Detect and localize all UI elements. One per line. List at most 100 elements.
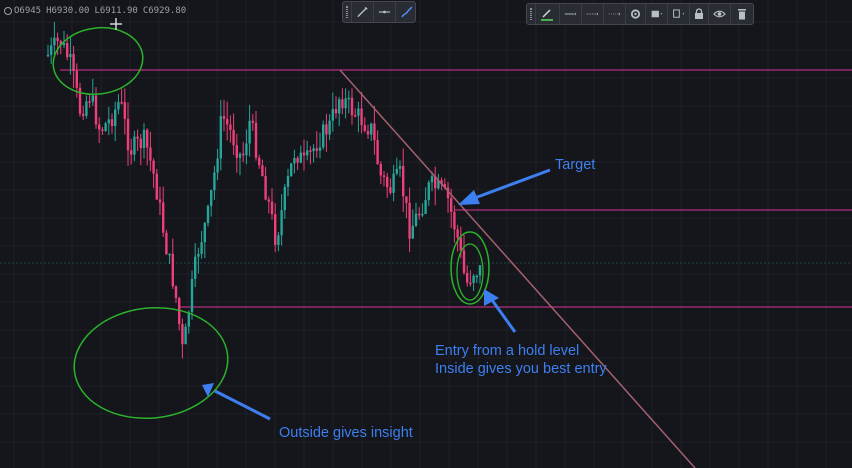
ohlc-high: H6930.00 xyxy=(46,6,90,16)
candle-body xyxy=(280,210,283,236)
candle-body xyxy=(274,214,277,245)
lock-icon[interactable] xyxy=(690,4,710,24)
candle-body xyxy=(216,158,219,173)
candle-body xyxy=(453,211,456,230)
candle-body xyxy=(318,147,322,151)
candle-body xyxy=(181,323,184,345)
candle-body xyxy=(226,119,229,125)
candle-body xyxy=(203,223,206,243)
entry-arrow[interactable] xyxy=(484,289,517,333)
ohlc-readout: O6945 H6930.00 L6911.90 C6929.80 xyxy=(4,6,191,16)
delete-icon[interactable] xyxy=(731,4,753,24)
candle-body xyxy=(386,176,389,188)
candle-body xyxy=(446,187,450,199)
pencil-icon[interactable] xyxy=(536,4,560,24)
mouse-cursor-icon xyxy=(110,18,122,30)
candle-body xyxy=(136,136,139,139)
candle-body xyxy=(434,176,437,189)
candle-body xyxy=(238,153,242,158)
drawing-toolbar-left xyxy=(342,1,416,23)
series-visibility-icon[interactable] xyxy=(4,6,12,15)
candle-body xyxy=(222,116,226,119)
candle-body xyxy=(370,123,373,135)
candle-body xyxy=(315,148,318,151)
candle-body xyxy=(174,286,178,298)
candle-body xyxy=(405,196,408,203)
candle-body xyxy=(235,145,238,158)
candle-body xyxy=(254,122,258,158)
candle-body xyxy=(72,54,75,71)
bottom-circle-annotation[interactable] xyxy=(69,300,234,425)
entry-annotation-line1: Entry from a hold level xyxy=(435,343,580,359)
candle-body xyxy=(270,201,274,215)
candle-body xyxy=(334,109,338,114)
candle-body xyxy=(466,272,469,283)
candle-body xyxy=(328,120,331,135)
candle-body xyxy=(155,173,158,200)
candle-body xyxy=(197,253,200,257)
candle-body xyxy=(302,152,306,156)
brush-icon[interactable] xyxy=(396,2,418,22)
pencil-icon[interactable] xyxy=(352,2,374,22)
candle-body xyxy=(245,143,248,156)
candle-body xyxy=(126,118,130,151)
candle-body xyxy=(357,108,360,116)
candle-body xyxy=(478,265,482,276)
candle-body xyxy=(437,180,440,189)
candle-body xyxy=(354,115,357,117)
candle-body xyxy=(344,98,347,109)
candle-body xyxy=(46,54,50,57)
drawing-toolbar-right xyxy=(526,3,754,25)
entry-circle-annotation-inner[interactable] xyxy=(456,243,484,301)
candle-body xyxy=(402,165,405,197)
entry-circle-annotation-outer[interactable] xyxy=(450,231,490,305)
candle-body xyxy=(85,101,88,116)
candle-body xyxy=(110,119,114,126)
candle-body xyxy=(472,275,475,283)
candle-body xyxy=(146,129,149,148)
horizontal-line-icon[interactable] xyxy=(374,2,396,22)
settings-icon[interactable] xyxy=(626,4,646,24)
candle-body xyxy=(194,256,197,279)
candle-body xyxy=(248,120,251,144)
candle-body xyxy=(130,150,133,155)
target-arrow[interactable] xyxy=(458,168,551,205)
candle-body xyxy=(440,180,443,185)
candle-body xyxy=(104,123,107,131)
candle-body xyxy=(171,253,174,287)
trend-line[interactable] xyxy=(339,69,696,468)
candle-body xyxy=(123,102,126,119)
outside-annotation-text: Outside gives insight xyxy=(279,425,413,441)
candle-body xyxy=(258,157,261,166)
fill-icon[interactable] xyxy=(646,4,668,24)
candle-body xyxy=(69,54,72,58)
candle-body xyxy=(299,152,302,163)
grip-icon[interactable] xyxy=(343,2,352,22)
candle-body xyxy=(379,164,382,176)
ohlc-close: C6929.80 xyxy=(142,6,187,16)
candle-body xyxy=(98,124,101,130)
visibility-icon[interactable] xyxy=(709,4,732,24)
candle-body xyxy=(101,129,104,131)
candle-body xyxy=(53,37,56,46)
candle-body xyxy=(376,140,379,164)
candle-body xyxy=(261,165,264,177)
copy-icon[interactable] xyxy=(668,4,690,24)
candle-body xyxy=(229,124,232,130)
line-style-dashed-icon[interactable] xyxy=(604,4,626,24)
candle-body xyxy=(66,43,69,58)
top-left-circle-annotation[interactable] xyxy=(49,22,147,100)
candle-body xyxy=(200,242,203,254)
candle-body xyxy=(114,109,117,126)
candle-body xyxy=(443,184,446,188)
candle-body xyxy=(338,99,341,114)
candle-body xyxy=(158,199,162,203)
line-style-solid-icon[interactable] xyxy=(560,4,582,24)
candle-body xyxy=(56,37,59,41)
outside-arrow[interactable] xyxy=(202,383,271,421)
line-style-dotted-icon[interactable] xyxy=(582,4,604,24)
grip-icon[interactable] xyxy=(527,4,536,24)
candle-body xyxy=(178,298,181,324)
candle-body xyxy=(398,165,402,169)
